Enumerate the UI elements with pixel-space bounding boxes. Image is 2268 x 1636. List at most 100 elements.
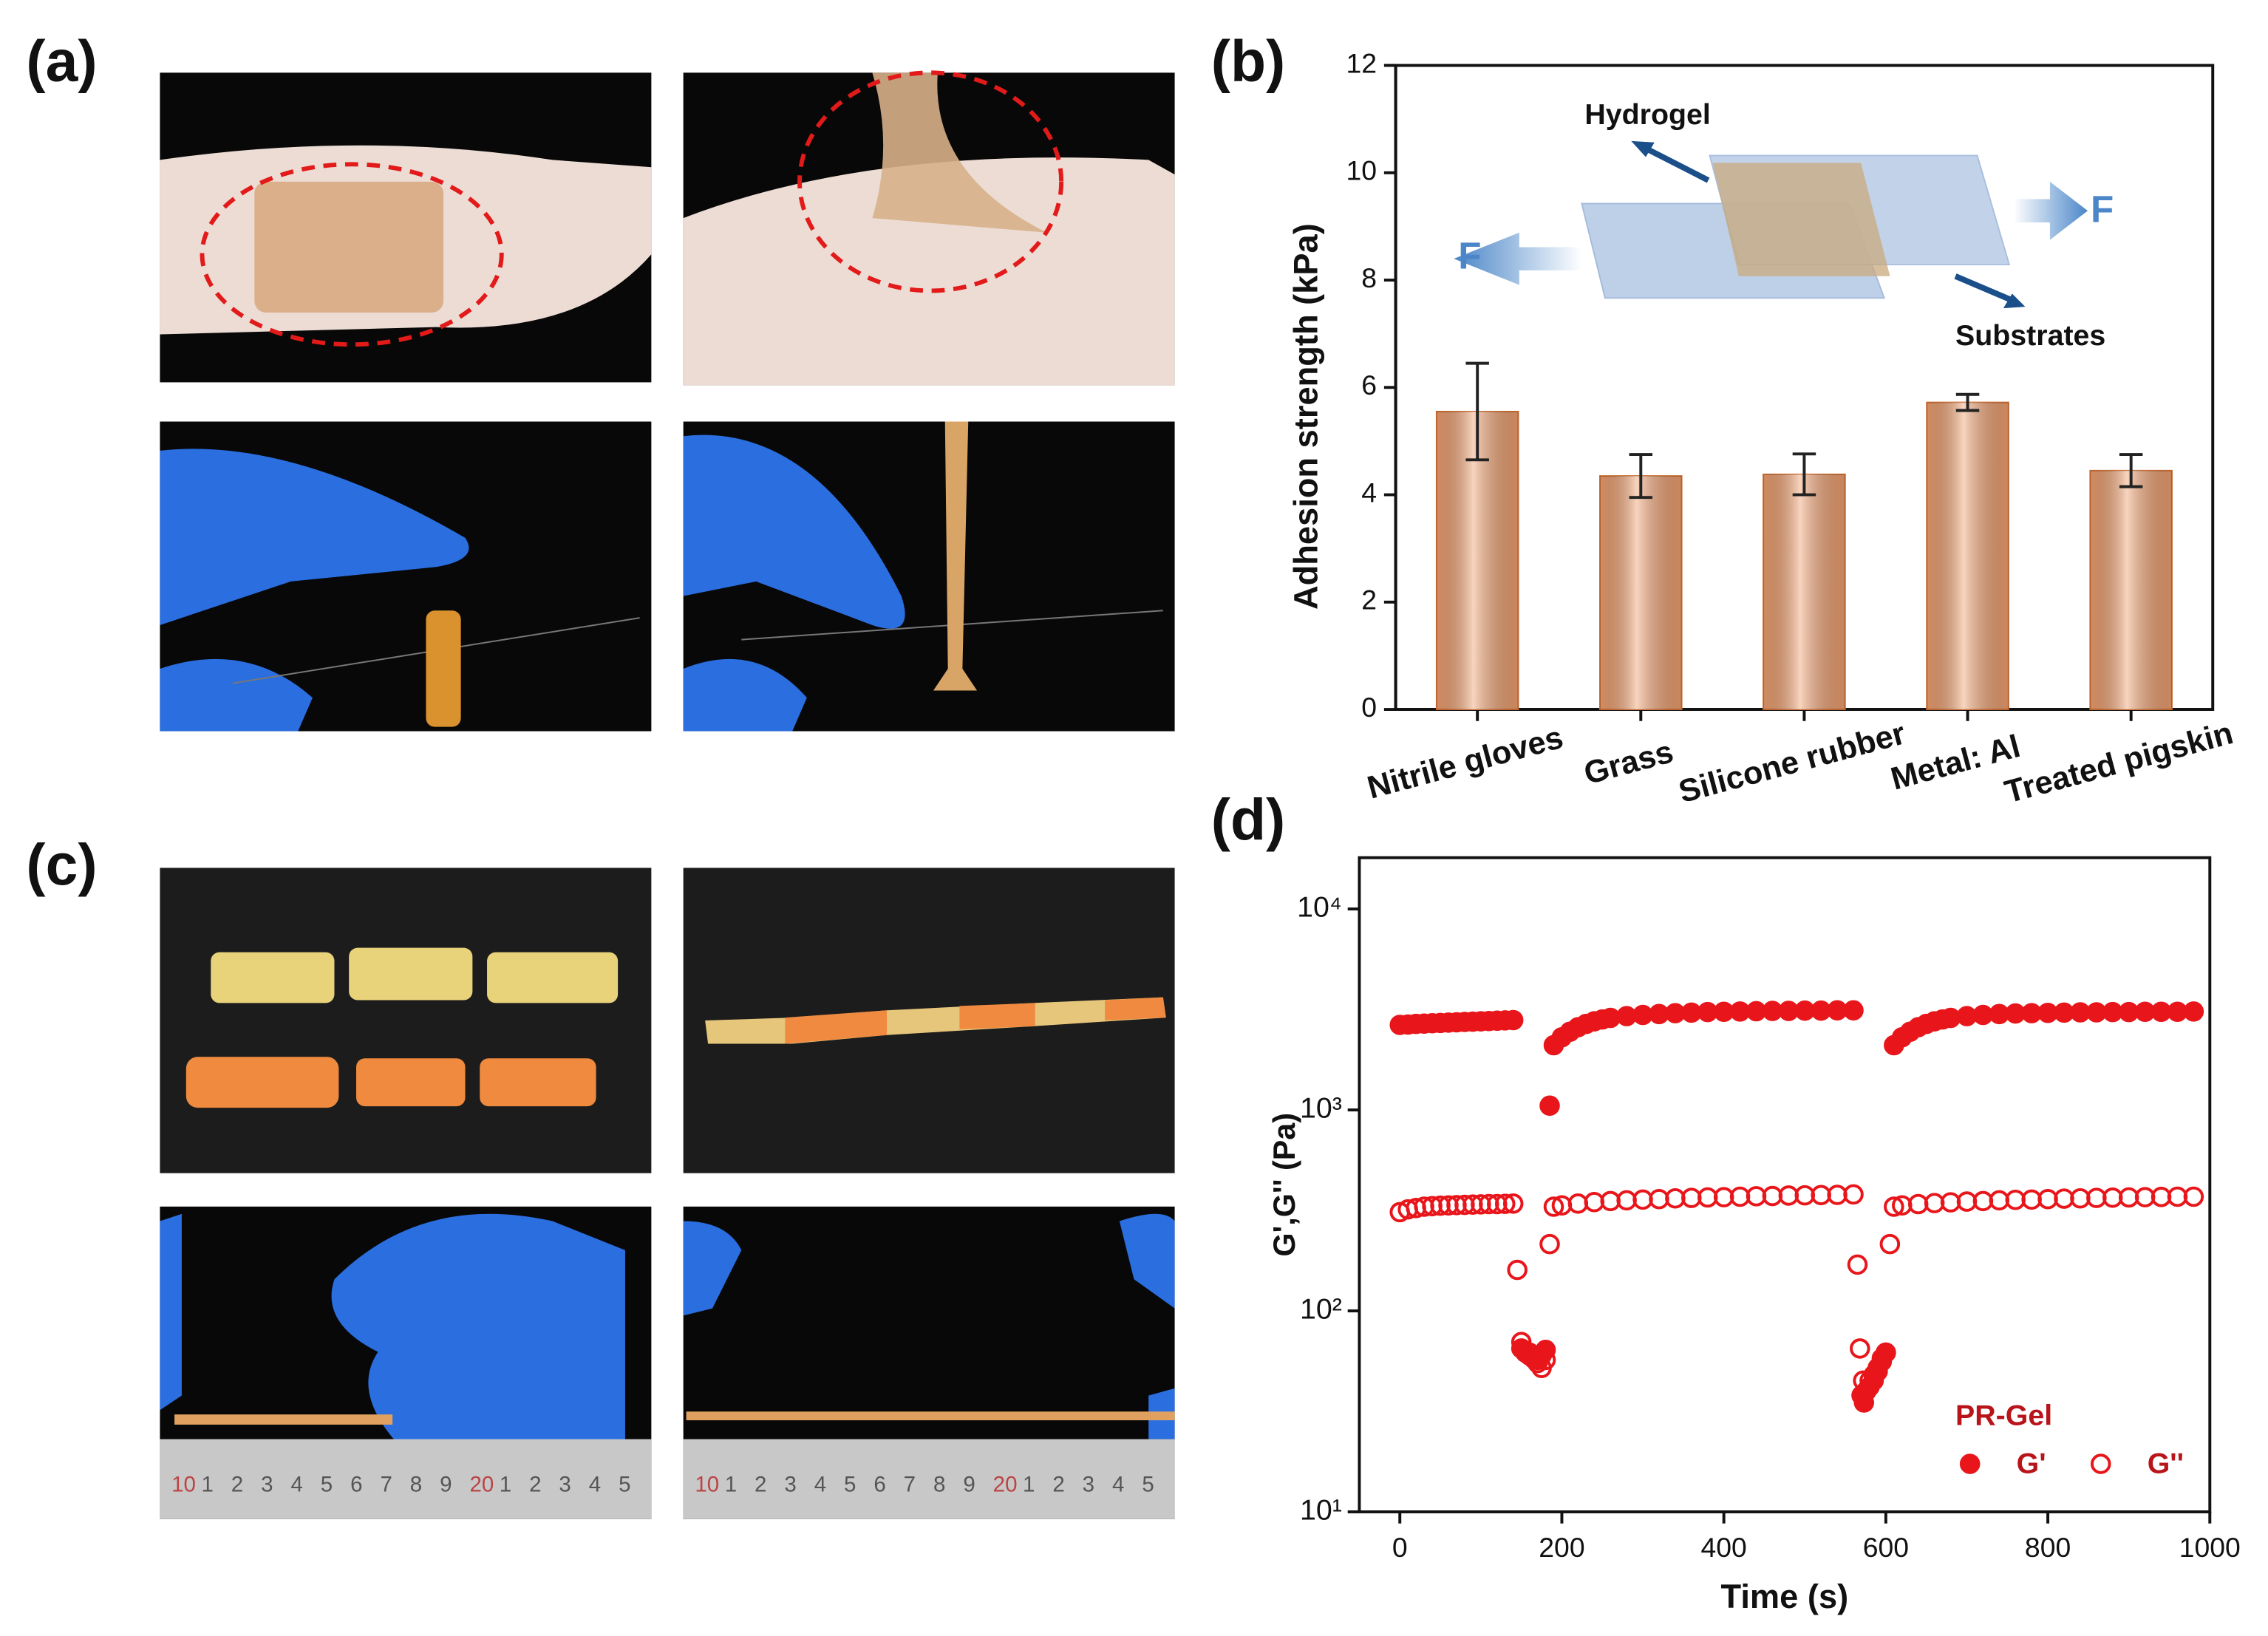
ruler-labels: 10 1 2 3 4 5 6 7 8 9 20 1 2 3 4 5 (171, 1472, 630, 1496)
point (1843, 1184, 1864, 1205)
photo: 10 1 2 3 4 5 6 7 8 9 20 1 2 3 4 5 (683, 1206, 1175, 1519)
annotation: F (1458, 235, 1481, 277)
y-tick-label: 2 (1361, 584, 1377, 616)
bar-shade (1763, 474, 1845, 710)
point (1502, 1193, 1524, 1214)
x-tick-label: Nitrile gloves (1363, 720, 1567, 806)
point (1600, 1007, 1621, 1029)
ruler-label: 4 (1112, 1472, 1124, 1496)
ruler-label: 3 (1083, 1472, 1094, 1496)
ruler-labels: 10 1 2 3 4 5 6 7 8 9 20 1 2 3 4 5 (695, 1472, 1154, 1496)
ruler-label: 2 (529, 1472, 541, 1496)
x-tick-label: 200 (1539, 1532, 1584, 1563)
panel-label: (d) (1211, 787, 1285, 852)
photo (160, 72, 652, 383)
error-bar (2119, 453, 2143, 488)
ruler-label: 4 (290, 1472, 302, 1496)
photo (683, 421, 1175, 732)
bar-shade (2090, 470, 2172, 710)
y-axis-label: G',G'' (Pa) (1267, 1113, 1301, 1257)
ruler-label: 1 (1023, 1472, 1035, 1496)
ruler-label: 10 (695, 1472, 719, 1496)
point (1539, 1233, 1560, 1255)
photo (160, 421, 652, 732)
x-tick-label: Treated pigskin (2001, 715, 2237, 811)
error-bar (1629, 453, 1653, 500)
x-tick-label: 600 (1863, 1532, 1909, 1563)
annotation: Hydrogel (1584, 98, 1710, 131)
ruler-label: 2 (231, 1472, 243, 1496)
ruler-label: 9 (440, 1472, 452, 1496)
ruler-label: 1 (500, 1472, 511, 1496)
ruler-label: 2 (755, 1472, 766, 1496)
photo (683, 868, 1175, 1173)
point (1567, 1193, 1589, 1214)
error-bar (1465, 361, 1489, 462)
ruler-label: 2 (1052, 1472, 1064, 1496)
photo (683, 70, 1175, 386)
photo: 10 1 2 3 4 5 6 7 8 9 20 1 2 3 4 5 (160, 1206, 652, 1519)
ruler-label: 20 (993, 1472, 1018, 1496)
legend-marker (1959, 1453, 1981, 1474)
ruler-label: 6 (874, 1472, 885, 1496)
plot-frame (1358, 856, 2212, 1513)
x-tick-label: 800 (2025, 1532, 2071, 1563)
point (1850, 1338, 1870, 1359)
point (1876, 1342, 1896, 1363)
legend-title: PR-Gel (1955, 1400, 2052, 1432)
y-tick-label: 10² (1300, 1292, 1342, 1325)
y-tick-label: 0 (1361, 692, 1377, 723)
ruler-label: 1 (725, 1472, 737, 1496)
panel-label: (a) (26, 28, 97, 93)
y-tick-label: 6 (1361, 369, 1377, 401)
point (2183, 1186, 2204, 1207)
x-axis-label: Time (s) (1721, 1578, 1849, 1615)
x-tick-label: Silicone rubber (1675, 715, 1910, 810)
x-tick-label: 400 (1700, 1532, 1746, 1563)
ruler-label: 3 (261, 1472, 273, 1496)
annotation: Substrates (1955, 319, 2105, 352)
point (1853, 1370, 1873, 1391)
bar-shade (1927, 402, 2009, 710)
y-tick-label: 8 (1361, 262, 1377, 293)
ruler-label: 10 (171, 1472, 196, 1496)
ruler-label: 4 (814, 1472, 826, 1496)
point (1543, 1196, 1564, 1217)
panel-label: (b) (1211, 28, 1285, 93)
ruler-label: 6 (350, 1472, 362, 1496)
point (2183, 1001, 2204, 1022)
error-bar (1792, 452, 1816, 497)
y-tick-label: 10 (1346, 155, 1377, 186)
error-bar (1955, 392, 1980, 412)
y-tick-label: 10³ (1300, 1091, 1342, 1124)
point (1856, 1380, 1877, 1402)
ruler-label: 5 (321, 1472, 333, 1496)
ruler-label: 9 (963, 1472, 975, 1496)
point (1494, 1193, 1516, 1214)
point (1879, 1233, 1901, 1255)
ruler-label: 4 (589, 1472, 601, 1496)
ruler-label: 8 (410, 1472, 422, 1496)
bar-shade (1600, 476, 1682, 710)
annotation: F (2091, 188, 2114, 231)
x-tick-label: Grass (1580, 734, 1677, 791)
y-tick-label: 4 (1361, 477, 1377, 508)
legend-label: G'' (2148, 1447, 2184, 1479)
ruler-label: 7 (380, 1472, 392, 1496)
point (1884, 1196, 1904, 1217)
y-tick-label: 12 (1346, 47, 1377, 78)
ruler-label: 3 (784, 1472, 796, 1496)
y-tick-label: 10⁴ (1297, 891, 1342, 924)
x-tick-label: 0 (1392, 1532, 1408, 1563)
schematic (1454, 140, 2088, 309)
ruler-label: 1 (201, 1472, 213, 1496)
photo (160, 868, 652, 1173)
panel-label: (c) (26, 832, 97, 897)
point (1867, 1357, 1888, 1379)
ruler-label: 5 (1142, 1472, 1154, 1496)
point (1502, 1009, 1524, 1031)
legend-marker (2090, 1453, 2111, 1474)
point (1507, 1259, 1528, 1281)
point (1940, 1007, 1961, 1029)
